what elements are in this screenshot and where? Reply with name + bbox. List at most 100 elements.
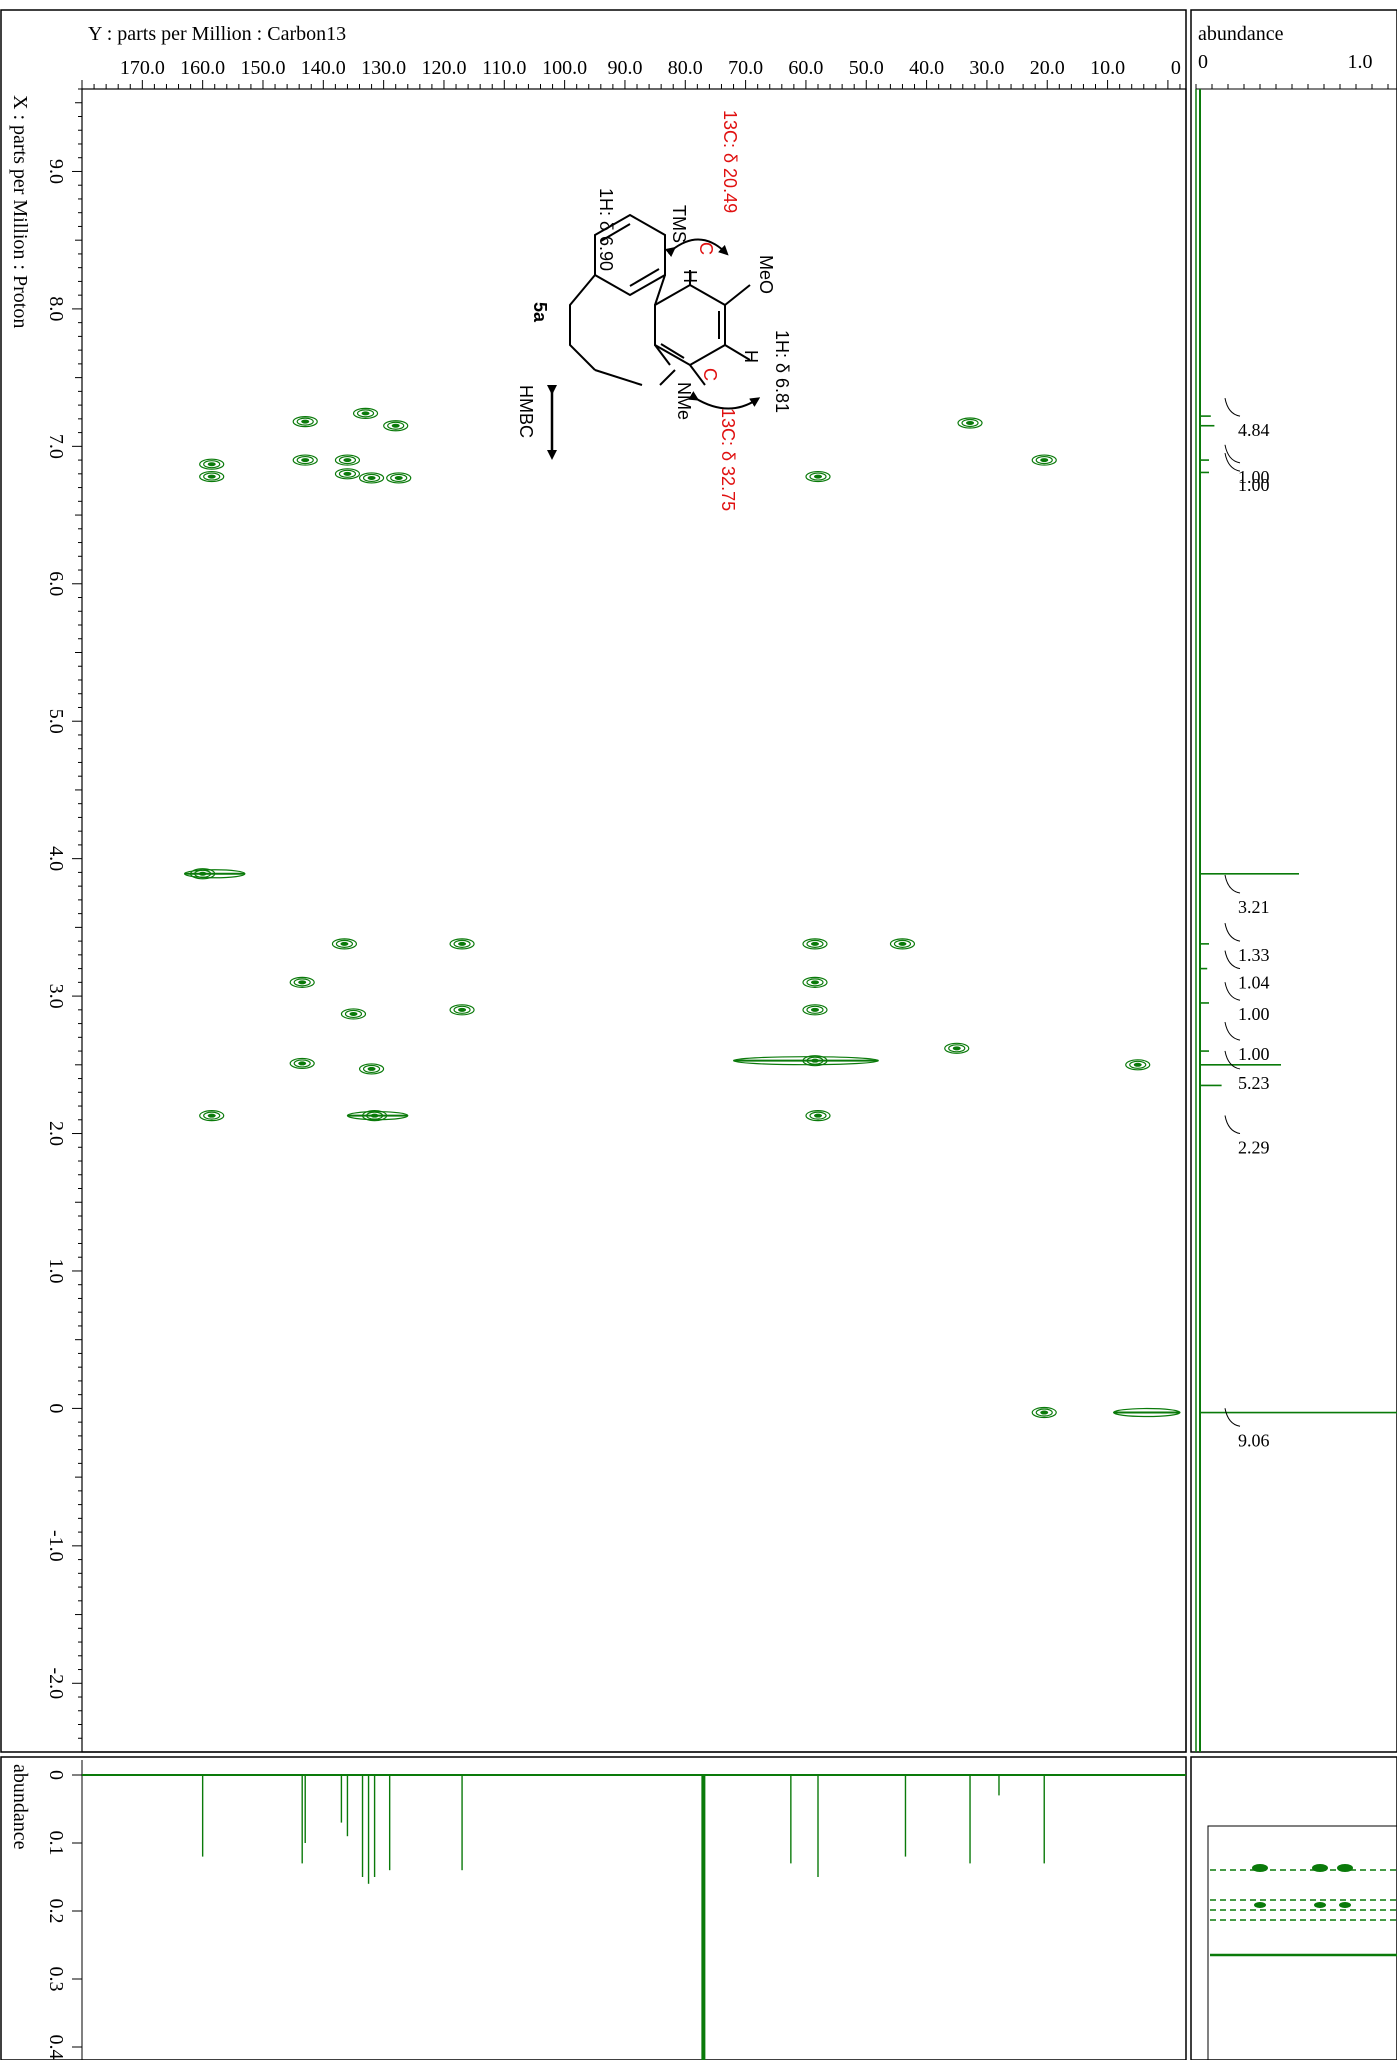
cross-peak-contour-inner (203, 460, 221, 469)
label-c-top: C (696, 242, 716, 255)
proton-tick-label: -2.0 (45, 1667, 67, 1699)
cross-peak-contour (386, 472, 412, 484)
carbon-tick-label: 20.0 (1030, 57, 1065, 79)
cross-peak-contour-inner (1035, 455, 1053, 465)
carbon-tick-label: 80.0 (668, 57, 703, 79)
cross-peak-core (810, 941, 819, 946)
cross-peak-contour-inner (203, 1111, 221, 1120)
cross-peak-core (814, 474, 822, 479)
main-plot-frame (0, 9, 1187, 1753)
carbon-1d-spectrum (82, 1774, 1186, 2060)
hmbc-label: HMBC (516, 385, 536, 438)
abundance-top-tick-label: 1.0 (1348, 51, 1373, 73)
cross-peak-contour-inner (362, 1064, 381, 1074)
cross-peak-contour-inner (893, 939, 912, 948)
integral-curve (1224, 398, 1241, 417)
cross-peak-contour (292, 454, 318, 466)
abundance-left-tick-label: 0 (45, 1770, 67, 1780)
cross-peak-core (207, 474, 216, 479)
cross-peak-contour-inner (296, 417, 314, 426)
proton-tick-label: 1.0 (45, 1258, 67, 1283)
cross-peak-contour (889, 938, 916, 950)
cross-peak-core (343, 471, 352, 476)
c-shift-bottom: 13C: δ 32.75 (718, 408, 738, 511)
carbon-tick-label: 140.0 (301, 57, 346, 79)
cross-peak-core (1040, 1410, 1049, 1415)
cross-peak-contour-inner (1035, 1408, 1053, 1417)
ring-chain (569, 274, 596, 371)
cross-peak-contour-inner (387, 421, 405, 430)
abundance-top-label: abundance (1198, 23, 1284, 45)
cross-peak-contour (802, 976, 828, 988)
label-tms: TMS (669, 205, 689, 243)
h-shift-left: 1H: δ 6.90 (596, 188, 616, 271)
proton-tick-label: 6.0 (45, 571, 67, 596)
proton-tick-label: 5.0 (45, 709, 67, 734)
corner-thumbnail (1210, 1864, 1397, 1957)
integral-curve (1224, 1408, 1241, 1427)
abundance-left-tick-label: 0.2 (45, 1899, 67, 1924)
cross-peak-contour-inner (806, 978, 824, 987)
hmbc-arrow-top (664, 238, 729, 258)
corner-peak (1337, 1864, 1353, 1872)
ring-benzo-double-1 (600, 223, 631, 242)
cross-peak-contour-inner (948, 1044, 966, 1053)
cross-peak-contour (292, 416, 318, 428)
cross-peak-core (349, 1011, 358, 1016)
ring-benzo-double-2 (629, 268, 660, 287)
cross-peak-contour (802, 938, 828, 950)
integral-label: 5.23 (1238, 1073, 1270, 1093)
cross-peak-contour (802, 1004, 828, 1016)
cross-peak-core (458, 1007, 467, 1012)
cross-peak-core (298, 1061, 307, 1066)
bond-n-ch2 (594, 369, 643, 386)
cross-peak-core (810, 980, 819, 985)
label-c-bottom: C (700, 368, 720, 381)
carbon-tick-label: 10.0 (1090, 57, 1125, 79)
proton-1d-spectrum: 4.841.001.003.211.331.041.001.005.232.29… (1195, 89, 1397, 1752)
ring-central (654, 283, 726, 367)
bond-ch2tms (724, 284, 751, 306)
integral-label: 1.04 (1238, 973, 1270, 993)
cross-peak-core (458, 941, 467, 946)
integral-curve (1224, 950, 1241, 970)
corner-frame (1190, 1756, 1397, 2060)
carbon-tick-label: 40.0 (909, 57, 944, 79)
cross-peak-core (340, 941, 349, 946)
proton-tick-label: 9.0 (45, 159, 67, 184)
label-h-bottom: H (741, 350, 761, 363)
cross-peak-contour-inner (335, 939, 354, 948)
cross-peaks (183, 407, 1181, 1419)
cross-peak-contour (1125, 1059, 1151, 1071)
cross-peak-core (207, 462, 216, 467)
bond-h-bottom (689, 364, 706, 386)
corner-peak (1254, 1902, 1266, 1908)
integral-curve (1224, 982, 1241, 1001)
proton-tick-label: 4.0 (45, 846, 67, 871)
cross-peak-core (367, 475, 376, 480)
carbon-tick-label: 0 (1171, 57, 1181, 79)
corner-inset (1207, 1825, 1397, 2060)
cross-peak-core (1133, 1062, 1142, 1067)
biaryl-bond (654, 274, 666, 306)
corner-peak (1252, 1864, 1268, 1872)
integral-label: 1.33 (1238, 945, 1270, 965)
carbon-tick-label: 100.0 (542, 57, 587, 79)
c-shift-top: 13C: δ 20.49 (720, 110, 740, 213)
cross-peak-contour-inner (453, 939, 471, 948)
integral-curve (1224, 874, 1241, 894)
main-plot-area (81, 88, 1187, 1753)
integral-curve (1224, 444, 1241, 464)
cross-peak-contour-inner (203, 472, 221, 481)
cross-peak-core (301, 419, 310, 424)
ring-central-double-2 (660, 343, 685, 359)
carbon-tick-label: 170.0 (120, 57, 165, 79)
cross-peak-contour (805, 1110, 831, 1122)
integral-label: 4.84 (1238, 420, 1270, 440)
cross-peak-contour (199, 1110, 225, 1122)
abundance-left-tick-label: 0.3 (45, 1967, 67, 1992)
bond-ring-ch2n (654, 344, 671, 366)
corner-peak (1339, 1902, 1351, 1908)
integral-label: 1.00 (1238, 475, 1270, 495)
